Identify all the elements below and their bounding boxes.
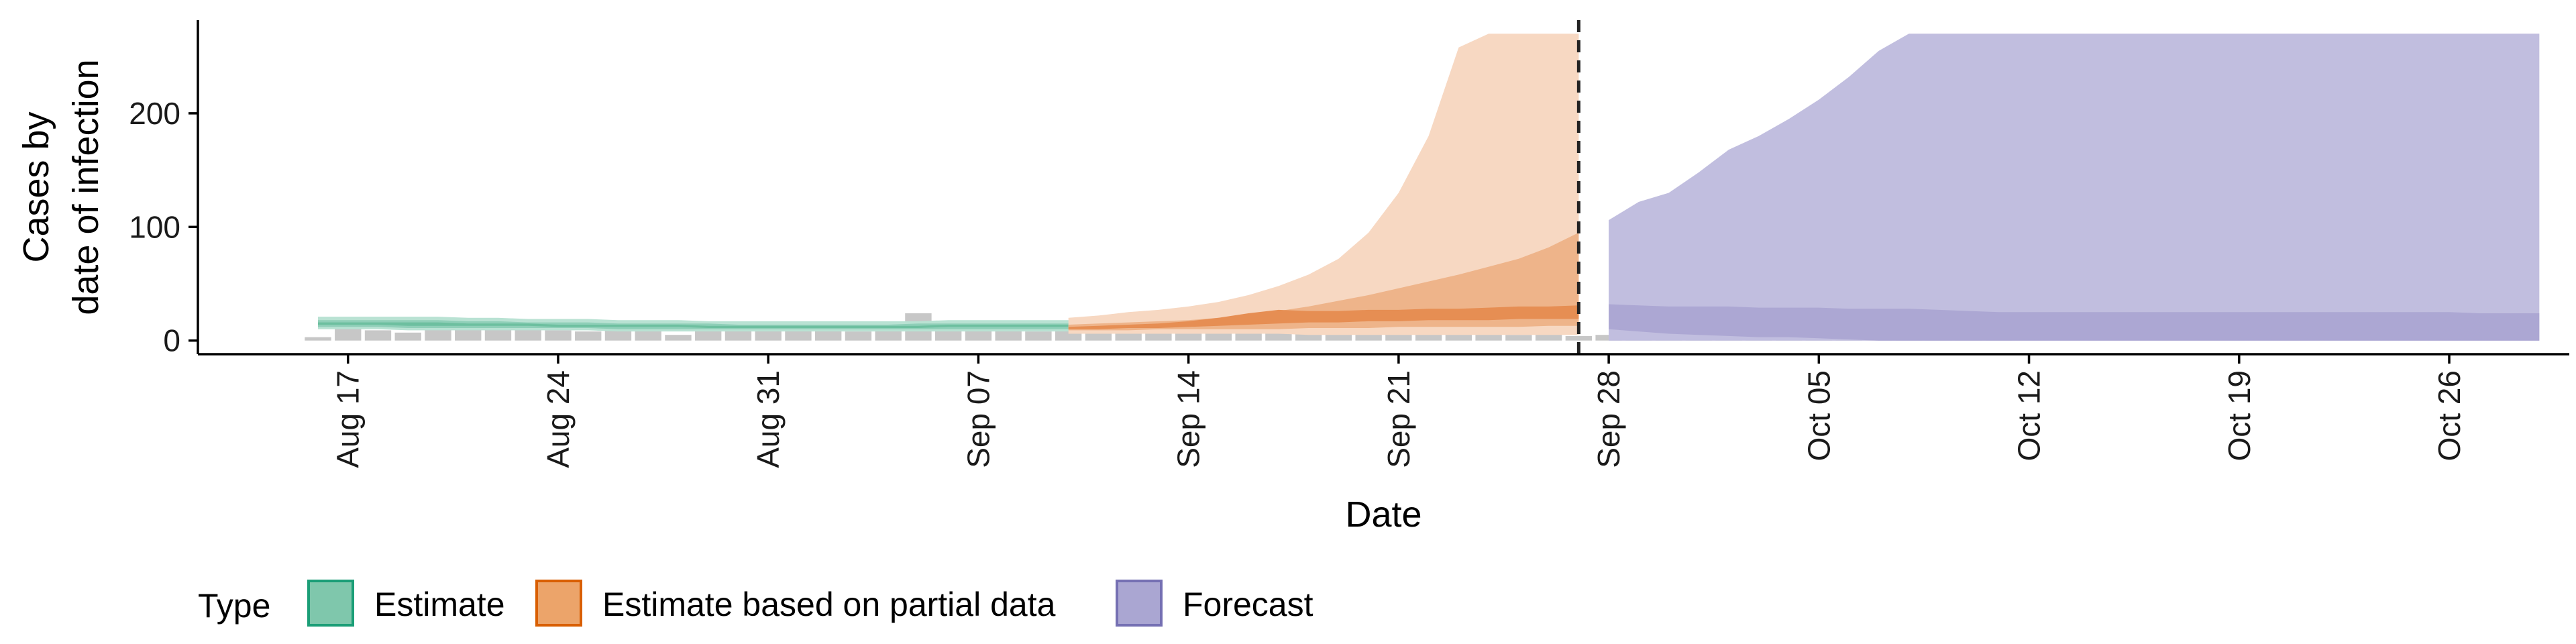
legend-key-estimate-based-on-partial-data bbox=[535, 580, 582, 627]
estimate-bands bbox=[318, 34, 2540, 341]
x-tick-label: Oct 19 bbox=[2222, 370, 2257, 462]
observed-case-bar bbox=[1115, 331, 1142, 341]
observed-case-bar bbox=[814, 330, 842, 341]
axes: 0 100 200 Aug 17 Aug 24 Aug 31 Sep 07 Sep 14 Se… bbox=[129, 20, 2569, 468]
x-axis-title: Date bbox=[1345, 494, 1421, 535]
legend-title: Type bbox=[198, 587, 270, 625]
y-ticks: 0 100 200 bbox=[129, 96, 198, 358]
interval-band bbox=[1609, 304, 2540, 341]
legend-key-estimate bbox=[307, 580, 354, 627]
x-tick-label: Oct 26 bbox=[2432, 370, 2467, 462]
legend-item-label: Forecast bbox=[1183, 586, 1313, 623]
observed-case-bar bbox=[845, 331, 872, 341]
x-tick-label: Aug 31 bbox=[751, 370, 786, 468]
y-tick-label: 200 bbox=[129, 96, 180, 131]
series-forecast bbox=[1609, 34, 2540, 341]
observed-case-bar bbox=[394, 332, 421, 341]
observed-case-bar bbox=[995, 330, 1022, 341]
x-tick-label: Aug 24 bbox=[541, 370, 576, 468]
x-tick-label: Aug 17 bbox=[331, 370, 366, 468]
x-tick-label: Sep 14 bbox=[1171, 370, 1206, 468]
observed-case-bar bbox=[484, 329, 512, 341]
observed-case-bar bbox=[515, 327, 541, 341]
observed-case-bar bbox=[335, 327, 362, 341]
observed-case-bar bbox=[695, 330, 722, 341]
legend: Type Estimate Estimate based on partial d… bbox=[198, 580, 1313, 627]
observed-case-bar bbox=[1025, 331, 1052, 341]
x-ticks: Aug 17 Aug 24 Aug 31 Sep 07 Sep 14 Sep 21 Sep … bbox=[331, 354, 2467, 468]
observed-case-bar bbox=[965, 329, 992, 341]
x-tick-label: Oct 05 bbox=[1801, 370, 1836, 462]
y-axis-title: Cases by date of infection bbox=[16, 59, 106, 315]
x-tick-label: Sep 21 bbox=[1381, 370, 1416, 468]
observed-case-bar bbox=[1235, 331, 1262, 341]
observed-case-bar bbox=[1175, 333, 1202, 341]
observed-case-bar bbox=[665, 335, 692, 341]
observed-case-bar bbox=[1535, 332, 1562, 341]
interval-band bbox=[1609, 34, 2540, 341]
y-tick-label: 0 bbox=[163, 323, 180, 358]
observed-case-bar bbox=[545, 330, 572, 341]
observed-case-bar bbox=[785, 329, 812, 341]
y-tick-label: 100 bbox=[129, 209, 180, 244]
observed-case-bar bbox=[575, 331, 602, 341]
x-tick-label: Sep 28 bbox=[1591, 370, 1626, 468]
interval-band bbox=[1068, 305, 1579, 329]
observed-case-bar bbox=[1445, 332, 1472, 341]
x-tick-label: Oct 12 bbox=[2012, 370, 2047, 462]
observed-case-bar bbox=[1505, 335, 1532, 341]
x-tick-label: Sep 07 bbox=[961, 370, 996, 468]
legend-item-label: Estimate based on partial data bbox=[602, 586, 1056, 623]
observed-case-bar bbox=[425, 328, 451, 341]
interval-band bbox=[1068, 34, 1579, 335]
observed-case-bar bbox=[305, 337, 331, 341]
legend-item-label: Estimate bbox=[374, 586, 505, 623]
observed-case-bar bbox=[1565, 335, 1593, 341]
observed-case-bar bbox=[364, 330, 392, 341]
y-axis-title-line-1: Cases by bbox=[16, 111, 56, 262]
y-axis-title-line-2: date of infection bbox=[66, 59, 106, 315]
series-estimate-based-on-partial-data bbox=[1068, 34, 1579, 335]
observed-case-bar bbox=[1475, 333, 1502, 341]
interval-band bbox=[1068, 232, 1579, 331]
legend-key-forecast bbox=[1116, 580, 1163, 627]
